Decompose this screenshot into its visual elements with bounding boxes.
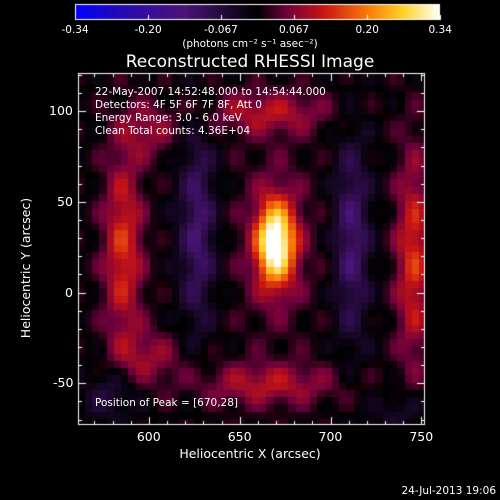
x-tick-label: 600 — [136, 429, 161, 444]
time-range-annotation: 22-May-2007 14:52:48.000 to 14:54:44.000 — [95, 86, 326, 98]
colorbar-units: (photons cm⁻² s⁻¹ asec⁻²) — [182, 38, 318, 50]
y-tick-label: 100 — [49, 103, 73, 119]
colorbar-tick-label: -0.20 — [134, 24, 162, 36]
chart-title: Reconstructed RHESSI Image — [125, 52, 375, 72]
peak-annotation: Position of Peak = [670,28] — [95, 397, 239, 409]
x-tick-label: 750 — [409, 429, 434, 444]
clean-annotation: Clean Total counts: 4.36E+04 — [95, 125, 251, 137]
colorbar-tick-label: 0.34 — [428, 24, 452, 36]
y-tick-label: 50 — [57, 193, 73, 209]
y-axis-label: Heliocentric Y (arcsec) — [18, 197, 33, 339]
colorbar-tick-label: 0.20 — [355, 24, 379, 36]
y-tick-label: 0 — [65, 284, 73, 300]
colorbar-tick-label: -0.34 — [61, 24, 89, 36]
detectors-annotation: Detectors: 4F 5F 6F 7F 8F, Att 0 — [95, 99, 262, 111]
energy-annotation: Energy Range: 3.0 - 6.0 keV — [95, 112, 242, 124]
colorbar-tick-label: -0.067 — [204, 24, 238, 36]
y-tick-label: -50 — [53, 375, 74, 391]
datestamp: 24-Jul-2013 19:06 — [401, 485, 496, 497]
x-tick-label: 700 — [318, 429, 343, 444]
x-axis-label: Heliocentric X (arcsec) — [179, 446, 321, 461]
colorbar-tick-label: 0.067 — [279, 24, 310, 36]
x-tick-label: 650 — [227, 429, 252, 444]
